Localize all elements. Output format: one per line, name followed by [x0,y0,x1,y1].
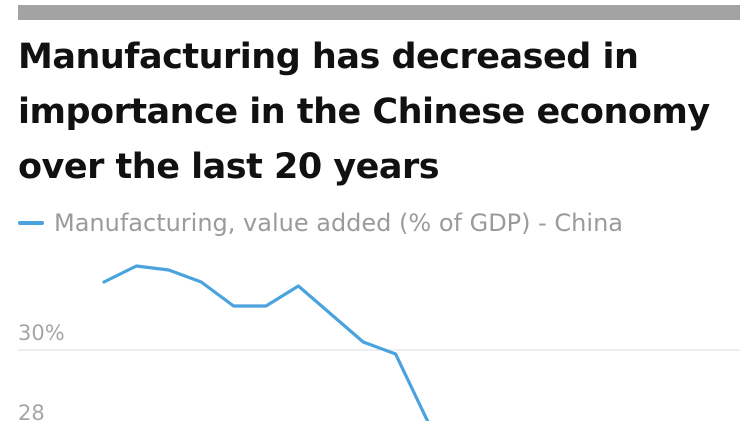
legend-swatch [18,221,44,225]
y-tick-label: 28 [18,401,45,421]
gridlines [18,349,740,351]
legend-label: Manufacturing, value added (% of GDP) - … [54,209,623,237]
top-accent-bar [18,5,740,20]
y-tick-labels: 30% 28 [18,321,65,421]
series-lines [102,264,430,421]
legend: Manufacturing, value added (% of GDP) - … [18,208,623,238]
chart-title: Manufacturing has decreased in importanc… [18,37,710,187]
series-line [102,264,430,421]
y-tick-label: 30% [18,321,65,345]
